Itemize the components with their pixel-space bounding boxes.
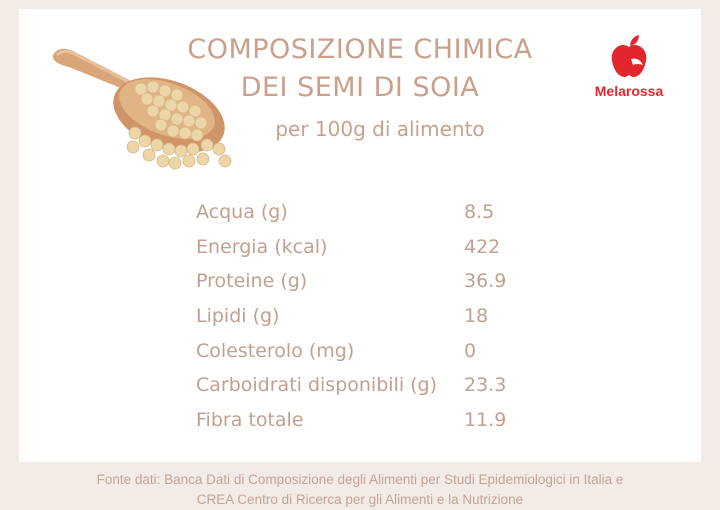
footer-line-1: Fonte dati: Banca Dati di Composizione d… bbox=[96, 472, 624, 487]
row-label: Carboidrati disponibili (g) bbox=[196, 374, 438, 397]
row-value: 422 bbox=[464, 235, 501, 258]
nutrition-table: Acqua (g) 8.5 Energia (kcal) 422 Protein… bbox=[196, 195, 596, 437]
row-value: 23.3 bbox=[464, 374, 507, 397]
info-card: COMPOSIZIONE CHIMICA DEI SEMI DI SOIA pe… bbox=[19, 9, 701, 462]
title-line-1: COMPOSIZIONE CHIMICA bbox=[187, 34, 533, 65]
row-label: Energia (kcal) bbox=[196, 235, 328, 258]
row-value: 18 bbox=[464, 305, 489, 328]
table-row: Acqua (g) 8.5 bbox=[196, 195, 596, 230]
row-value: 36.9 bbox=[464, 270, 507, 293]
page-title: COMPOSIZIONE CHIMICA DEI SEMI DI SOIA bbox=[19, 31, 701, 107]
table-row: Energia (kcal) 422 bbox=[196, 230, 596, 265]
row-value: 0 bbox=[464, 339, 477, 362]
table-row: Proteine (g) 36.9 bbox=[196, 264, 596, 299]
row-label: Lipidi (g) bbox=[196, 305, 280, 328]
row-label: Proteine (g) bbox=[196, 270, 308, 293]
apple-icon bbox=[611, 35, 647, 77]
row-label: Fibra totale bbox=[196, 408, 304, 431]
brand-name: Melarossa bbox=[594, 83, 664, 99]
source-footer: Fonte dati: Banca Dati di Composizione d… bbox=[0, 470, 720, 510]
table-row: Fibra totale 11.9 bbox=[196, 403, 596, 438]
row-value: 11.9 bbox=[464, 408, 507, 431]
row-value: 8.5 bbox=[464, 201, 495, 224]
title-line-2: DEI SEMI DI SOIA bbox=[240, 72, 480, 103]
row-label: Colesterolo (mg) bbox=[196, 339, 355, 362]
table-row: Carboidrati disponibili (g) 23.3 bbox=[196, 368, 596, 403]
soybean-scoop-image bbox=[52, 48, 232, 170]
brand-logo: Melarossa bbox=[579, 35, 679, 99]
footer-line-2: CREA Centro di Ricerca per gli Alimenti … bbox=[196, 492, 524, 507]
page-subtitle: per 100g di alimento bbox=[275, 117, 485, 141]
row-label: Acqua (g) bbox=[196, 201, 288, 224]
table-row: Lipidi (g) 18 bbox=[196, 299, 596, 334]
table-row: Colesterolo (mg) 0 bbox=[196, 333, 596, 368]
